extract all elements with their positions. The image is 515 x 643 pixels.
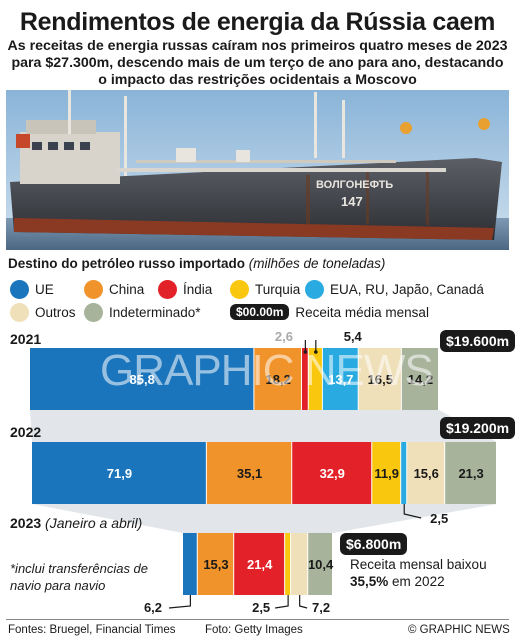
- revenue-2021: $19.600m: [440, 330, 515, 352]
- legend-swatch: [305, 279, 324, 299]
- year-2023-note: (Janeiro a abril): [45, 515, 143, 531]
- bar-2022-4: [401, 442, 407, 504]
- year-label-2023: 2023 (Janeiro a abril): [10, 515, 142, 531]
- value-label-2-5: 7,2: [312, 600, 330, 615]
- callout-2023-turquia: [275, 595, 289, 609]
- callout-2021-india-tip: [303, 350, 308, 354]
- legend-item-turquia: Turquia: [230, 279, 300, 299]
- legend-item-india: Índia: [158, 279, 212, 299]
- value-label-0-3: 5,4: [344, 329, 363, 344]
- legend-item-outros: Outros: [10, 302, 76, 322]
- legend-label: EUA, RU, Japão, Canadá: [330, 281, 484, 297]
- year-label-2022: 2022: [10, 424, 42, 440]
- footer-sources: Fontes: Bruegel, Financial Times: [8, 624, 176, 636]
- bar-2022-3: [372, 442, 401, 504]
- section-label: Destino do petróleo russo importado (mil…: [8, 256, 385, 271]
- footer-photo-credit: Foto: Getty Images: [205, 624, 303, 636]
- legend-item-receita: $00.00m Receita média mensal: [230, 302, 429, 322]
- legend-label: UE: [35, 281, 54, 297]
- footer-rule: [6, 619, 509, 620]
- value-label-2-0: 6,2: [144, 600, 162, 615]
- callout-2021-turquia-tip: [314, 350, 318, 354]
- summary-note: Receita mensal baixou 35,5% em 2022: [350, 556, 510, 590]
- value-label-0-6: 14,2: [408, 372, 433, 387]
- bar-2023-5: [291, 533, 308, 595]
- connector-2022: [32, 504, 497, 533]
- bar-2023-3: [285, 533, 291, 595]
- legend-item-ue: UE: [10, 279, 54, 299]
- footer-credit: © GRAPHIC NEWS: [408, 624, 510, 636]
- ship-name: ВОЛГОНЕФТЬ: [316, 179, 393, 191]
- year-2023: 2023: [10, 515, 42, 531]
- section-title: Destino do petróleo russo importado: [8, 256, 246, 271]
- bar-2023-6: [308, 533, 332, 595]
- bar-2023-1: [197, 533, 234, 595]
- page-subtitle: As receitas de energia russas caíram nos…: [7, 38, 508, 88]
- legend-swatch: [230, 279, 249, 299]
- bar-2023-0: [183, 533, 197, 595]
- legend-swatch: [10, 279, 29, 299]
- revenue-2022: $19.200m: [440, 417, 515, 439]
- section-unit: (milhões de toneladas): [248, 256, 386, 271]
- value-label-0-4: 13,7: [328, 372, 353, 387]
- legend-label: Indeterminado*: [109, 304, 201, 320]
- summary-percent: 35,5%: [350, 574, 389, 589]
- legend-label: Índia: [183, 281, 213, 297]
- bar-2022-2: [292, 442, 372, 504]
- legend-swatch: [158, 279, 177, 299]
- revenue-2023: $6.800m: [340, 533, 408, 555]
- value-label-1-4: 2,5: [430, 511, 448, 526]
- ship-number: 147: [341, 194, 363, 209]
- bar-2021-4: [322, 348, 358, 410]
- summary-text-a: Receita mensal baixou: [350, 557, 487, 572]
- value-label-1-0: 71,9: [107, 466, 132, 481]
- bar-2022-6: [445, 442, 496, 504]
- bar-2021-3: [308, 348, 322, 410]
- legend-swatch: [10, 302, 29, 322]
- legend-label: Turquia: [255, 281, 301, 297]
- bar-2022-0: [32, 442, 206, 504]
- value-label-2-2: 21,4: [247, 557, 273, 572]
- legend-label: Receita média mensal: [295, 304, 429, 320]
- bar-2023-2: [234, 533, 285, 595]
- value-label-1-5: 15,6: [414, 466, 439, 481]
- callout-2023-outros: [299, 595, 308, 609]
- legend-item-eua: EUA, RU, Japão, Canadá: [305, 279, 484, 299]
- legend-item-indeterminado: Indeterminado*: [84, 302, 201, 322]
- connector-2021: [30, 410, 497, 442]
- tanker-photo: ВОЛГОНЕФТЬ 147: [6, 90, 509, 250]
- footnote: *inclui transferências de navio para nav…: [10, 561, 149, 593]
- legend-swatch: [84, 279, 103, 299]
- value-label-2-6: 10,4: [308, 557, 334, 572]
- value-label-0-5: 16,5: [368, 372, 393, 387]
- bar-2021-1: [254, 348, 301, 410]
- summary-text-c: em 2022: [392, 574, 445, 589]
- bar-2021-6: [401, 348, 438, 410]
- bar-2021-5: [358, 348, 401, 410]
- bar-2022-5: [407, 442, 445, 504]
- legend-revenue-sample: $00.00m: [230, 304, 290, 320]
- page-title: Rendimentos de energia da Rússia caem: [19, 8, 496, 36]
- value-label-1-3: 11,9: [374, 466, 399, 481]
- legend-swatch: [84, 302, 103, 322]
- bar-2021-2: [301, 348, 308, 410]
- value-label-0-1: 18,2: [266, 372, 291, 387]
- callout-2023-ue: [168, 595, 191, 609]
- value-label-0-0: 85,8: [130, 372, 155, 387]
- bar-2021-0: [30, 348, 254, 410]
- callout-2022-eua: [403, 504, 422, 519]
- value-label-2-3: 2,5: [252, 600, 270, 615]
- legend-item-china: China: [84, 279, 144, 299]
- value-label-1-2: 32,9: [320, 466, 345, 481]
- value-label-0-2: 2,6: [275, 329, 293, 344]
- value-label-1-6: 21,3: [458, 466, 483, 481]
- legend-label: China: [109, 281, 145, 297]
- legend-label: Outros: [35, 304, 76, 320]
- value-label-1-1: 35,1: [237, 466, 262, 481]
- bar-2022-1: [206, 442, 292, 504]
- value-label-2-1: 15,3: [203, 557, 228, 572]
- year-label-2021: 2021: [10, 331, 42, 347]
